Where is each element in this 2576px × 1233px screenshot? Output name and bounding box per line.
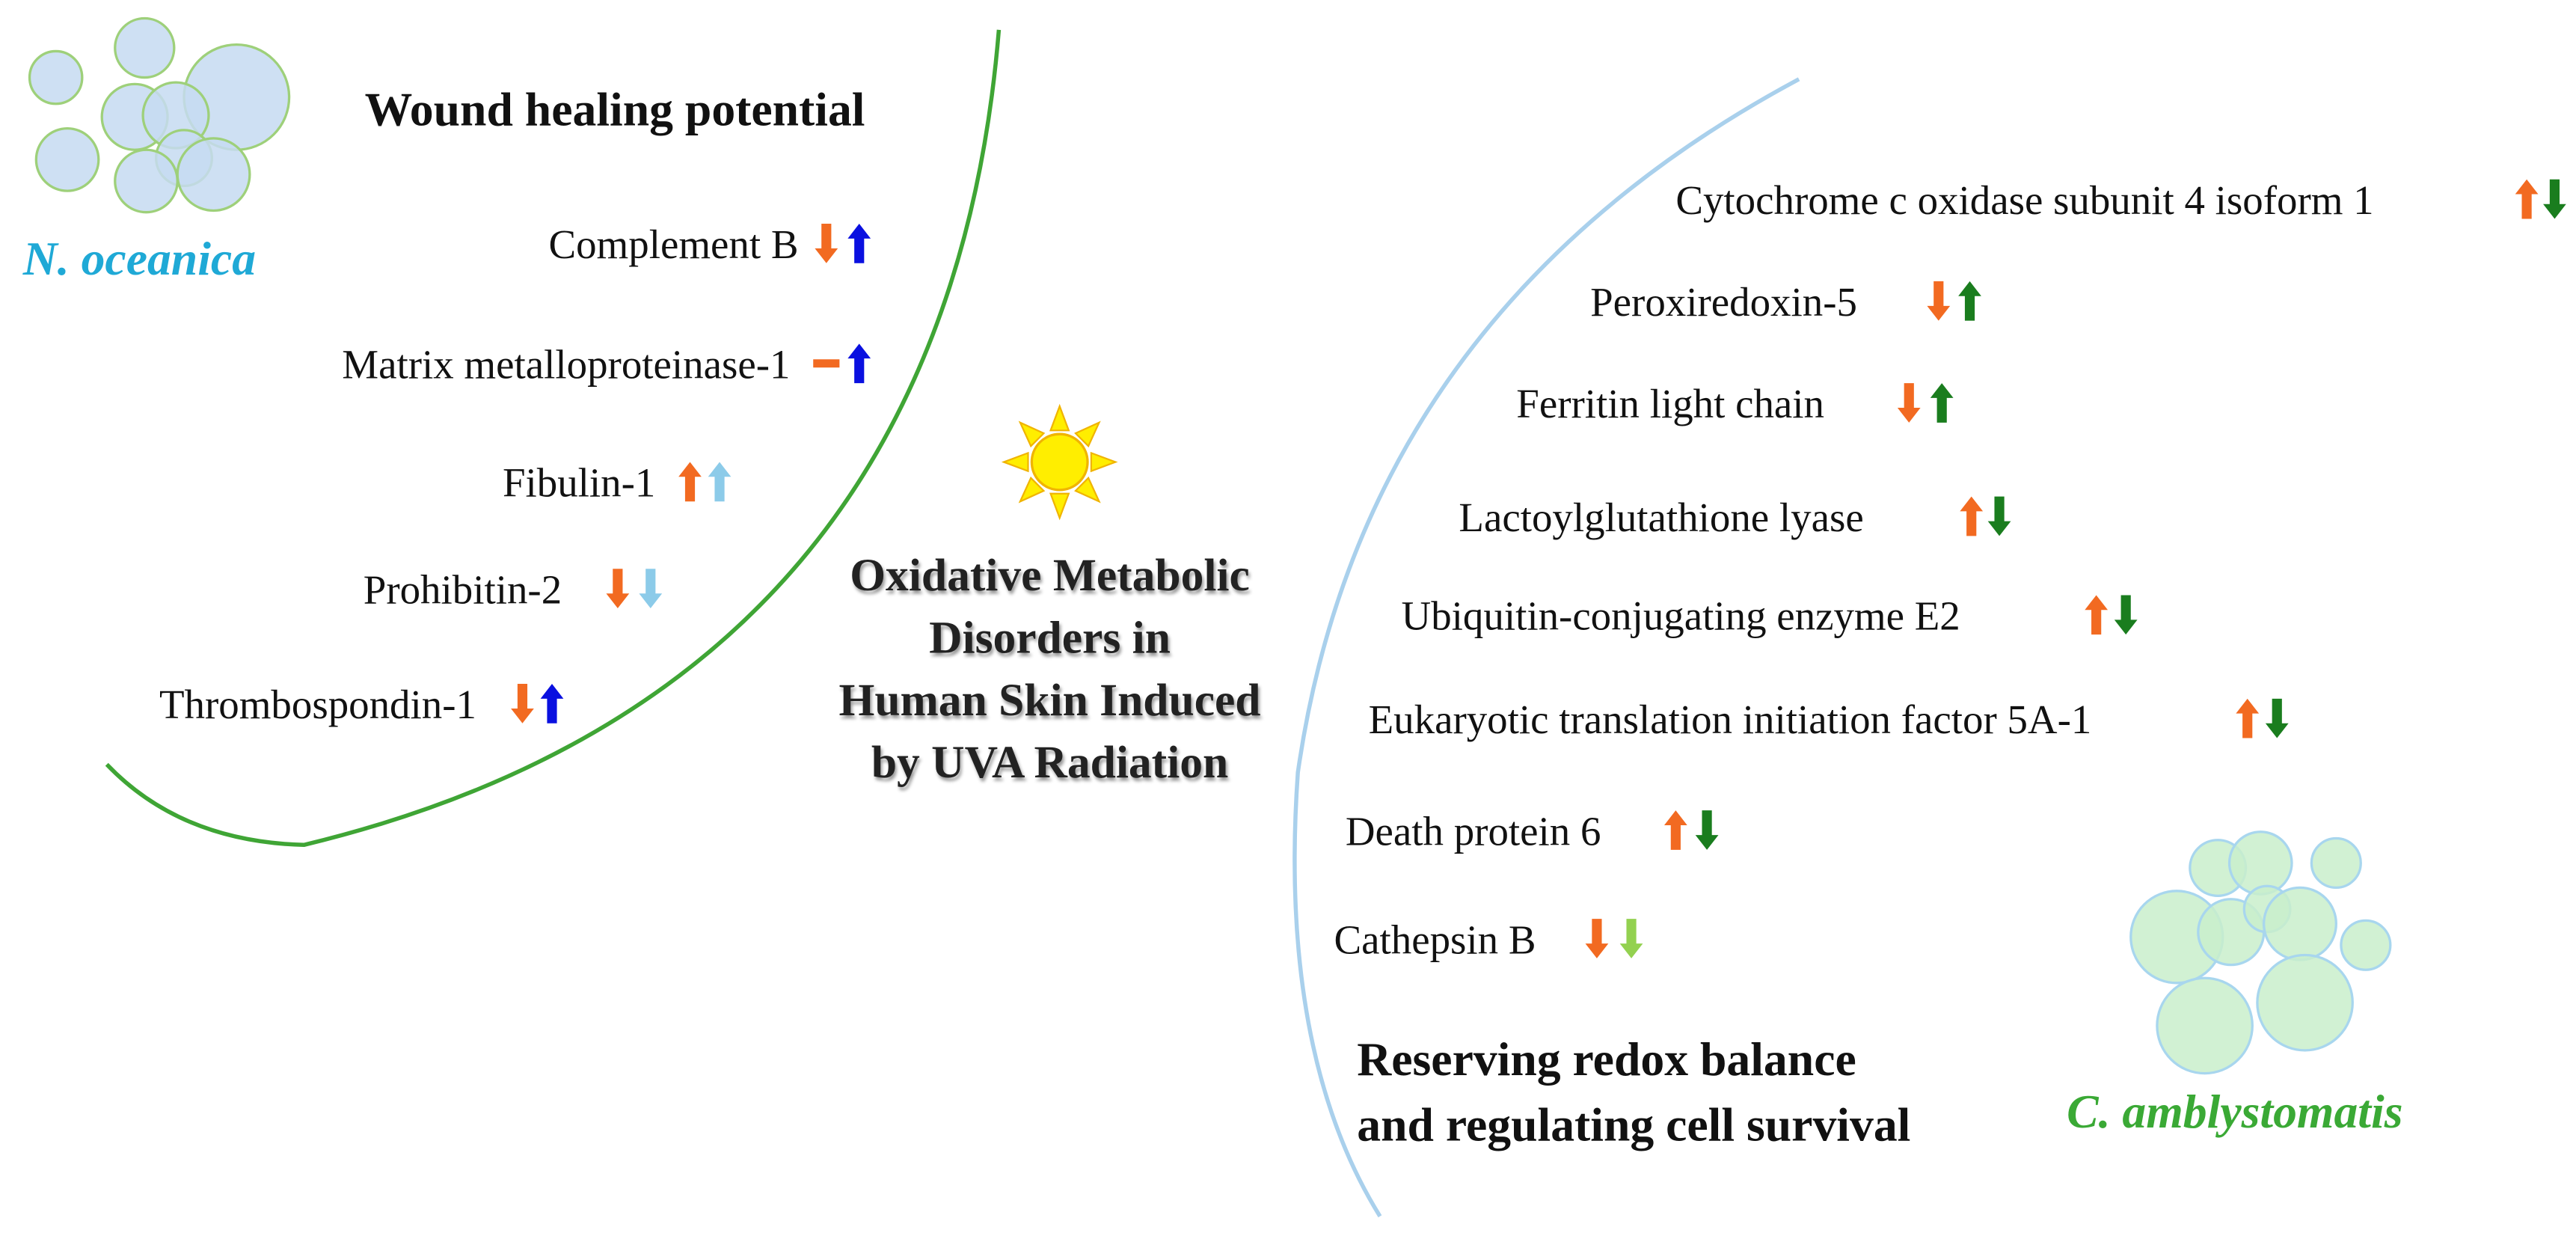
left-title: Wound healing potential — [365, 82, 865, 135]
arrow — [1663, 810, 1687, 850]
arrow — [2265, 698, 2289, 738]
arrow — [1960, 496, 1984, 536]
sun-disc — [1030, 432, 1089, 492]
arrows — [511, 179, 2566, 958]
left-item: Thrombospondin-1 — [159, 682, 476, 727]
center-line: by UVA Radiation — [871, 737, 1228, 788]
arrow — [847, 224, 871, 263]
right-title: Reserving redox balance — [1357, 1032, 1856, 1086]
left-item: Fibulin-1 — [503, 460, 655, 506]
right-item: Peroxiredoxin-5 — [1590, 279, 1857, 325]
arrow — [511, 684, 534, 723]
right-bubbles — [2129, 830, 2392, 1075]
right-item: Lactoylglutathione lyase — [1459, 495, 1863, 540]
left-arc — [105, 29, 1002, 848]
center-line: Human Skin Induced — [839, 675, 1261, 726]
right-item: Eukaryotic translation initiation factor… — [1369, 697, 2092, 742]
arrow — [1987, 496, 2011, 536]
arrow — [708, 462, 732, 502]
sun-ray — [1001, 451, 1029, 473]
right-item: Death protein 6 — [1346, 808, 1601, 854]
left-item: Prohibitin-2 — [364, 566, 562, 612]
right-item: Cathepsin B — [1334, 917, 1536, 962]
arrow — [2543, 179, 2566, 219]
sun-ray — [1018, 420, 1046, 448]
arrow — [1695, 810, 1719, 850]
arrow — [1958, 281, 1981, 321]
left-item: Complement B — [548, 221, 798, 267]
sun-ray — [1074, 420, 1101, 448]
arrow — [606, 569, 630, 609]
arrow — [815, 224, 838, 263]
sun-ray — [1049, 492, 1070, 521]
arrow — [2085, 595, 2109, 635]
left-organism: N. oceanica — [22, 232, 256, 285]
arrow — [639, 569, 663, 609]
sun-ray — [1074, 476, 1101, 504]
sun-ray — [1049, 403, 1070, 432]
center-line: Disorders in — [929, 612, 1171, 663]
arrow — [2515, 179, 2539, 219]
sun — [1001, 403, 1118, 521]
left-bubbles — [28, 16, 291, 214]
arrow — [2236, 698, 2260, 738]
right-item: Ferritin light chain — [1516, 381, 1824, 426]
arrow — [1927, 281, 1951, 321]
center-line: Oxidative Metabolic — [850, 550, 1250, 601]
arrow — [2114, 595, 2138, 635]
right-organism: C. amblystomatis — [2067, 1085, 2402, 1138]
sun-ray — [1018, 476, 1046, 504]
arrow — [847, 343, 871, 384]
arrow — [678, 462, 702, 502]
sun-ray — [1090, 451, 1118, 473]
left-item: Matrix metalloproteinase-1 — [342, 342, 790, 388]
arrow — [1930, 383, 1954, 423]
right-title: and regulating cell survival — [1357, 1098, 1910, 1151]
right-arc — [1292, 77, 1800, 1218]
right-item: Cytochrome c oxidase subunit 4 isoform 1 — [1675, 177, 2373, 223]
arrow — [1619, 919, 1643, 958]
arrow — [540, 684, 564, 723]
arrow — [1585, 919, 1609, 958]
right-item: Ubiquitin-conjugating enzyme E2 — [1402, 593, 1960, 639]
dash — [813, 359, 840, 368]
arrow — [1897, 383, 1921, 423]
